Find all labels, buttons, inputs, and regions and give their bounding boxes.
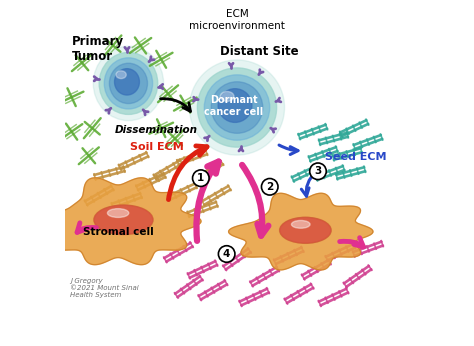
Ellipse shape: [115, 69, 139, 95]
Ellipse shape: [211, 82, 263, 133]
Text: Stromal cell: Stromal cell: [83, 227, 154, 237]
Circle shape: [192, 170, 209, 186]
Polygon shape: [228, 193, 373, 270]
Ellipse shape: [218, 89, 252, 122]
Ellipse shape: [220, 91, 234, 101]
Ellipse shape: [280, 217, 331, 243]
Ellipse shape: [204, 75, 270, 140]
Circle shape: [310, 163, 326, 180]
Ellipse shape: [94, 205, 153, 235]
Ellipse shape: [197, 68, 277, 147]
Text: Primary
Tumor: Primary Tumor: [72, 35, 124, 63]
Circle shape: [262, 179, 278, 195]
Ellipse shape: [99, 52, 158, 115]
Text: Soil ECM: Soil ECM: [130, 142, 184, 152]
Ellipse shape: [190, 60, 284, 155]
Text: Distant Site: Distant Site: [220, 45, 299, 58]
Circle shape: [219, 246, 235, 262]
Ellipse shape: [108, 209, 129, 217]
Ellipse shape: [93, 46, 164, 121]
Text: Dormant
cancer cell: Dormant cancer cell: [204, 95, 263, 117]
Text: Dissemination: Dissemination: [115, 125, 198, 135]
Ellipse shape: [109, 63, 147, 103]
Text: 4: 4: [223, 249, 230, 259]
Ellipse shape: [292, 220, 310, 228]
Ellipse shape: [104, 58, 153, 109]
Polygon shape: [35, 178, 201, 265]
Text: 1: 1: [197, 173, 204, 183]
Text: J Gregory
©2021 Mount Sinai
Health System: J Gregory ©2021 Mount Sinai Health Syste…: [70, 278, 138, 298]
Text: 3: 3: [314, 166, 321, 176]
Text: Seed ECM: Seed ECM: [325, 153, 386, 163]
Text: 2: 2: [266, 182, 273, 192]
Ellipse shape: [116, 71, 126, 79]
Text: ECM
microenvironment: ECM microenvironment: [189, 9, 285, 31]
